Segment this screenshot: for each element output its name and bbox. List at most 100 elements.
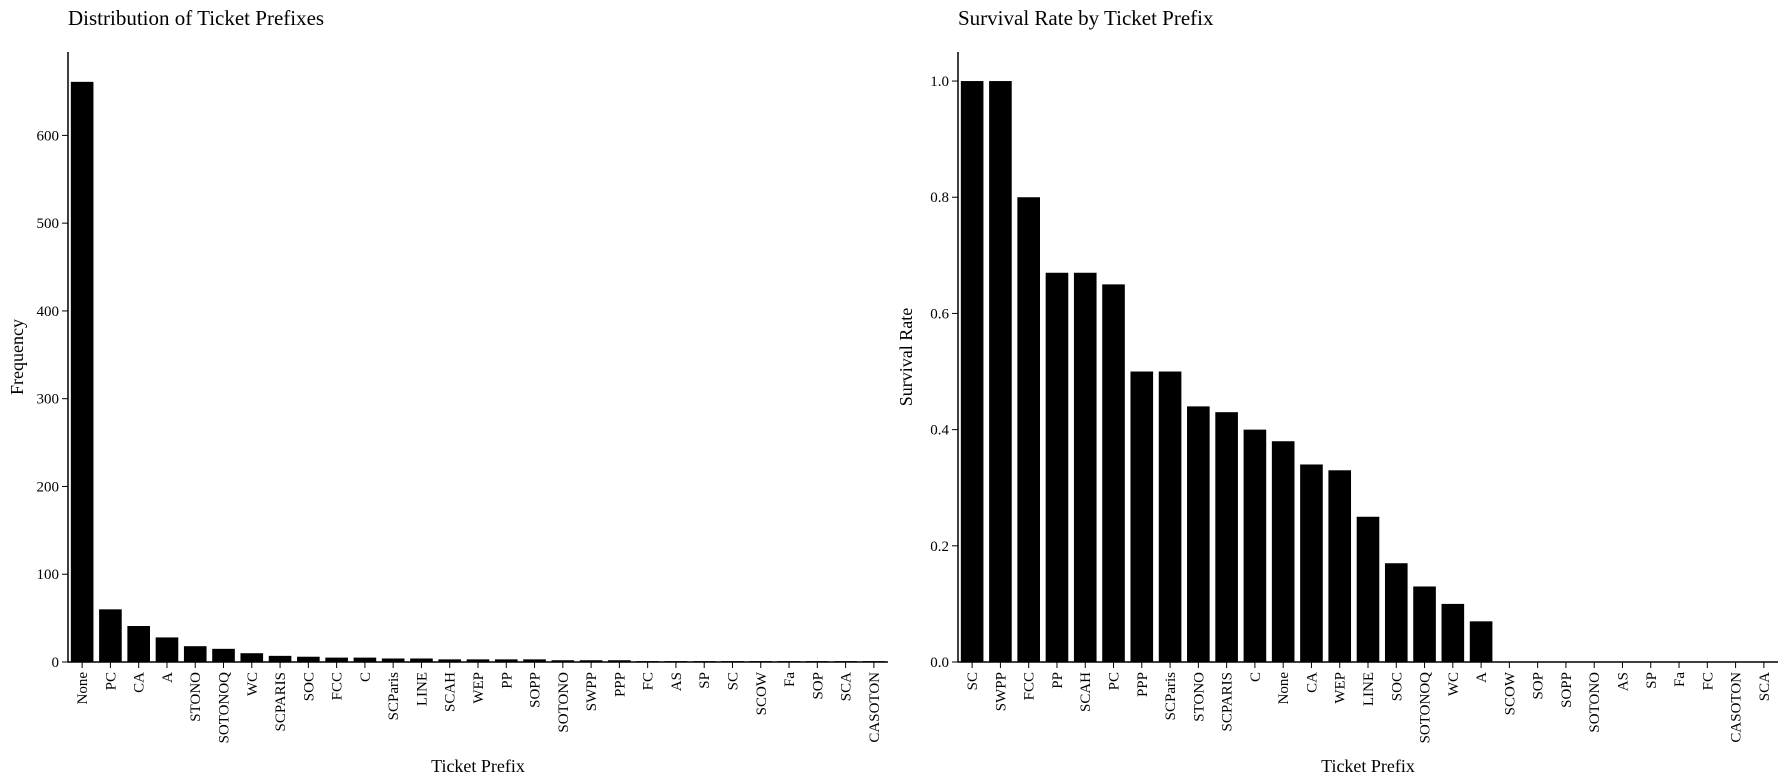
bar — [1017, 197, 1040, 663]
x-tick-label: FCC — [330, 672, 346, 700]
x-tick-label: LINE — [1361, 672, 1377, 706]
y-tick-label: 0.8 — [930, 190, 949, 206]
y-tick-label: 300 — [37, 392, 60, 408]
x-axis-label: Ticket Prefix — [1321, 756, 1415, 776]
x-tick-label: WC — [1446, 672, 1462, 696]
bar — [1102, 284, 1125, 662]
y-tick-label: 100 — [37, 567, 60, 583]
y-tick-label: 0.0 — [930, 655, 949, 671]
survival-chart-panel: Survival Rate by Ticket Prefix 0.0 0.2 0.4… — [892, 0, 1784, 784]
bar — [155, 637, 179, 662]
y-tick-label: 500 — [37, 216, 60, 232]
bar — [494, 659, 518, 662]
x-tick-label: STONO — [1191, 672, 1207, 722]
bar — [466, 659, 490, 662]
x-tick-label: SP — [697, 672, 713, 689]
x-tick-label: C — [358, 672, 374, 682]
x-tick-label: SOC — [301, 672, 317, 701]
bar — [268, 655, 292, 662]
x-tick-label: SCAH — [443, 672, 459, 712]
bar — [1469, 621, 1493, 662]
x-tick-label: SOTONOQ — [1418, 672, 1434, 744]
y-tick-label: 0.4 — [930, 423, 949, 439]
bar — [99, 609, 122, 662]
x-axis-label: Ticket Prefix — [431, 756, 525, 776]
bar — [1045, 272, 1069, 662]
bar — [438, 659, 462, 662]
bar — [1356, 516, 1380, 662]
x-tick-label: STONO — [188, 672, 204, 722]
x-tick-label: WEP — [1333, 672, 1349, 704]
x-tick-label: PP — [499, 672, 515, 689]
x-tick-label: WEP — [471, 672, 487, 704]
bar — [960, 81, 984, 663]
x-tick-label: SP — [1644, 672, 1660, 689]
x-tick-label: SOPP — [528, 672, 544, 708]
x-tick-label: SCOW — [754, 671, 770, 715]
y-tick-label: 0.2 — [930, 539, 949, 555]
y-tick-label: 200 — [37, 479, 60, 495]
x-tick-label: SCA — [839, 672, 855, 701]
x-tick-label: PPP — [612, 672, 628, 697]
y-tick-label: 1.0 — [930, 74, 949, 90]
x-tick-label: SOP — [810, 672, 826, 700]
bar — [212, 648, 235, 662]
bar — [1243, 429, 1267, 662]
bar — [183, 646, 207, 662]
bar — [1271, 441, 1295, 662]
bar — [551, 660, 575, 662]
chart-title: Survival Rate by Ticket Prefix — [958, 6, 1214, 30]
bar — [1413, 586, 1436, 662]
x-tick-label: None — [75, 672, 91, 705]
bar — [353, 657, 377, 662]
x-tick-label: SCOW — [1502, 671, 1518, 715]
x-tick-label: Fa — [1672, 672, 1688, 687]
bar — [1300, 464, 1323, 662]
x-tick-label: None — [1276, 672, 1292, 705]
y-tick-label: 0.6 — [930, 306, 949, 322]
x-tick-label: SOTONOQ — [217, 672, 233, 744]
x-tick-label: SWPP — [584, 672, 600, 711]
bar — [381, 658, 405, 662]
x-tick-label: SCParis — [1163, 672, 1179, 721]
x-tick-label: PPP — [1135, 672, 1151, 697]
x-tick-label: CA — [132, 672, 148, 693]
x-tick-label: CASOTON — [1729, 672, 1745, 743]
x-tick-label: AS — [669, 672, 685, 691]
x-tick-label: SCA — [1757, 672, 1773, 701]
x-tick-label: FC — [641, 672, 657, 690]
x-tick-label: C — [1248, 672, 1264, 682]
x-tick-label: SWPP — [993, 672, 1009, 711]
x-tick-label: A — [1474, 672, 1490, 683]
x-tick-label: LINE — [414, 672, 430, 706]
x-tick-label: PC — [103, 672, 119, 690]
survival-bar-chart: 0.00.20.40.60.81.0SC SWPP FCC PP SCAH PC PPP SC… — [896, 52, 1778, 776]
x-tick-label: CASOTON — [867, 672, 883, 743]
bar — [1187, 406, 1210, 662]
y-axis-label: Survival Rate — [896, 308, 916, 406]
bar — [1215, 412, 1238, 662]
bar — [989, 81, 1012, 663]
bar — [608, 660, 631, 662]
x-tick-label: SOC — [1389, 672, 1405, 701]
bar — [1328, 470, 1352, 662]
x-tick-label: SOTONO — [556, 672, 572, 733]
bar — [579, 660, 603, 662]
y-tick-label: 400 — [37, 304, 60, 320]
x-tick-label: WC — [245, 672, 261, 696]
bar — [1073, 272, 1097, 662]
x-tick-label: SCAH — [1078, 672, 1094, 712]
bar — [1130, 371, 1154, 662]
x-tick-label: FC — [1700, 672, 1716, 690]
bar — [1441, 603, 1465, 662]
x-tick-label: SCPARIS — [1220, 672, 1236, 732]
x-tick-label: FCC — [1022, 672, 1038, 700]
x-tick-label: SC — [965, 672, 981, 690]
x-tick-label: SOP — [1531, 672, 1547, 700]
x-tick-label: A — [160, 672, 176, 683]
bar — [410, 658, 433, 662]
x-tick-label: Fa — [782, 672, 798, 687]
bar — [127, 626, 150, 662]
bar — [1384, 563, 1408, 662]
x-tick-label: SCPARIS — [273, 672, 289, 732]
